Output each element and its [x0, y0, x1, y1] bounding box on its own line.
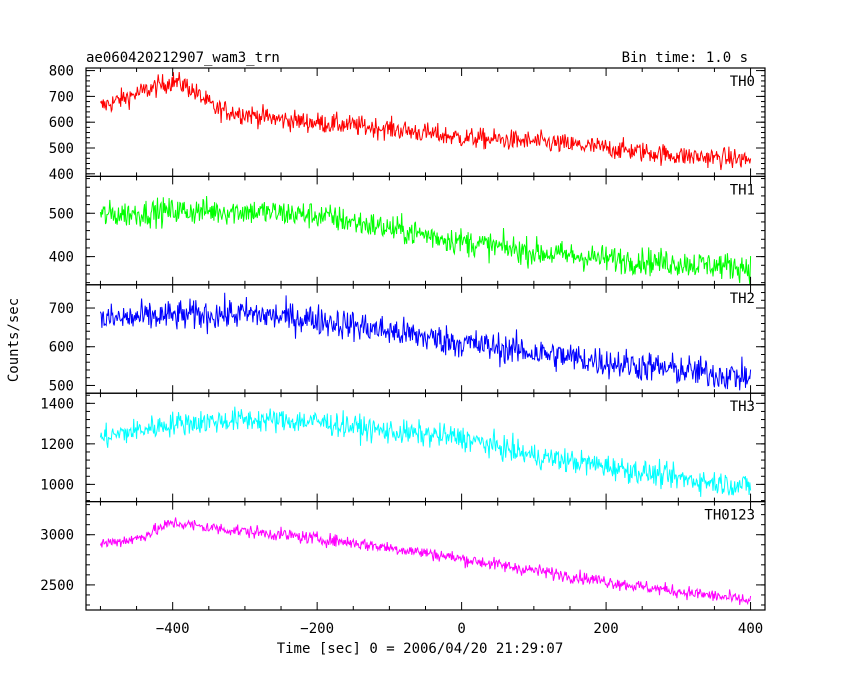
- chart-title: ae060420212907_wam3_trn: [86, 50, 280, 66]
- series-th3: [99, 406, 752, 497]
- panel-frame: [85, 501, 766, 611]
- panel-th2: 500 600 700 TH2: [49, 284, 766, 394]
- panel-label: TH2: [730, 291, 755, 307]
- y-tick-label: 800: [49, 64, 74, 80]
- y-tick-label: 600: [49, 340, 74, 356]
- panel-th1: 400 500 TH1: [49, 175, 766, 286]
- x-tick-label: 0: [457, 621, 465, 637]
- panel-label: TH0123: [704, 508, 755, 524]
- y-tick-label: 400: [49, 250, 74, 266]
- series-th1: [99, 195, 752, 285]
- panel-label: TH1: [730, 182, 755, 198]
- y-tick-label: 500: [49, 141, 74, 157]
- panel-frame: [85, 392, 766, 503]
- panel-th0123: 2500 3000 TH0123: [40, 501, 766, 611]
- y-tick-label: 700: [49, 89, 74, 105]
- y-tick-label: 3000: [40, 528, 74, 544]
- y-tick-label: 600: [49, 115, 74, 131]
- y-tick-label: 700: [49, 301, 74, 317]
- x-tick-label: −400: [156, 621, 190, 637]
- y-tick-label: 1400: [40, 396, 74, 412]
- panel-th3: 1000 1200 1400 TH3: [40, 392, 766, 503]
- series-th2: [99, 292, 752, 391]
- panels-group: 400 500 600 700 800 TH0 400 500 TH1 500 600 700 TH2 1…: [40, 64, 766, 637]
- x-tick-label: 400: [738, 621, 763, 637]
- y-tick-label: 500: [49, 378, 74, 394]
- panel-label: TH3: [730, 399, 755, 415]
- x-tick-label: −200: [300, 621, 334, 637]
- panel-th0: 400 500 600 700 800 TH0: [49, 64, 766, 183]
- y-tick-label: 1000: [40, 477, 74, 493]
- x-axis-label: Time [sec] 0 = 2006/04/20 21:29:07: [277, 641, 564, 657]
- series-th0: [99, 72, 752, 171]
- series-th0123: [99, 517, 752, 606]
- panel-label: TH0: [730, 74, 755, 90]
- y-axis-label: Counts/sec: [6, 298, 22, 382]
- x-tick-label: 200: [593, 621, 618, 637]
- y-tick-label: 1200: [40, 437, 74, 453]
- y-tick-label: 500: [49, 206, 74, 222]
- y-tick-label: 400: [49, 167, 74, 183]
- bin-time-label: Bin time: 1.0 s: [622, 50, 748, 66]
- y-tick-label: 2500: [40, 578, 74, 594]
